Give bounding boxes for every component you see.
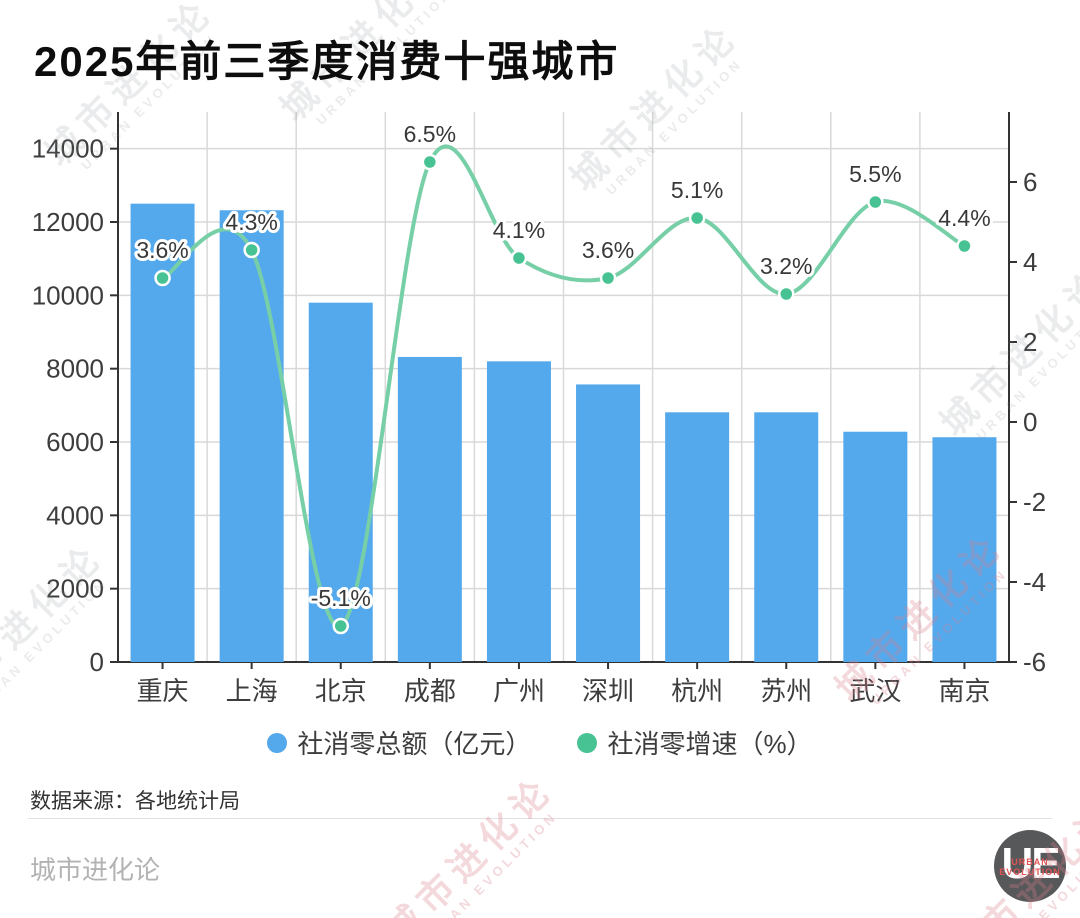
data-point-marker-重庆 [154, 269, 171, 287]
growth-data-label: 4.1% [493, 217, 545, 243]
data-point-marker-南京 [956, 237, 973, 255]
chart-title: 2025年前三季度消费十强城市 [34, 38, 620, 85]
growth-data-label: 5.1% [671, 177, 723, 203]
right-axis-tick-label: -4 [1023, 567, 1046, 597]
bar-苏州 [754, 412, 819, 662]
growth-data-label: 6.5% [404, 121, 456, 147]
x-axis-category-label: 苏州 [760, 676, 812, 706]
data-point-marker-深圳 [599, 269, 617, 287]
data-source-note: 数据来源：各地统计局 [30, 790, 240, 813]
x-axis-category-label: 广州 [493, 676, 545, 706]
data-point-marker-成都 [421, 153, 439, 171]
bar-series-marker-icon [267, 732, 288, 753]
data-point-marker-杭州 [688, 209, 706, 227]
bar-北京 [308, 302, 373, 662]
left-axis-tick-label: 2000 [46, 574, 104, 604]
legend-item-line-series: 社消零增速（%） [577, 724, 813, 761]
data-point-marker-广州 [510, 249, 528, 267]
legend-item-bar-series: 社消零总额（亿元） [267, 724, 531, 761]
growth-data-label: 3.6% [136, 237, 188, 263]
legend-label: 社消零增速（%） [607, 729, 813, 759]
x-axis-category-label: 杭州 [671, 676, 723, 706]
bar-成都 [397, 356, 462, 662]
left-axis-tick-label: 4000 [46, 500, 104, 530]
left-axis-tick-label: 12000 [32, 207, 104, 237]
growth-data-label: 4.3% [225, 209, 277, 235]
data-point-marker-北京 [332, 617, 349, 635]
bar-杭州 [665, 412, 730, 662]
footer-divider [28, 818, 1052, 819]
bar-广州 [486, 361, 551, 662]
growth-line-series [160, 144, 967, 629]
data-point-marker-武汉 [867, 193, 884, 211]
left-axis-tick-label: 10000 [32, 280, 104, 310]
legend: 社消零总额（亿元） 社消零增速（%） [0, 724, 1080, 761]
right-axis-tick-label: 6 [1023, 167, 1037, 197]
data-point-marker-苏州 [778, 285, 795, 303]
x-axis-category-label: 成都 [404, 676, 456, 706]
data-point-marker-上海 [243, 241, 260, 259]
logo-subtext: URBAN EVOLUTION [999, 857, 1061, 878]
left-axis-tick-label: 14000 [32, 134, 104, 164]
logo-letters: UE [1001, 839, 1060, 888]
x-axis-category-label: 北京 [315, 676, 367, 706]
legend-label: 社消零总额（亿元） [297, 729, 532, 759]
growth-data-label: 3.2% [760, 253, 812, 279]
bar-上海 [219, 210, 284, 662]
line-series-marker-icon [577, 732, 598, 753]
right-axis-tick-label: 0 [1023, 407, 1037, 437]
left-axis-tick-label: 0 [90, 647, 104, 677]
x-axis-category-label: 武汉 [849, 676, 901, 706]
x-axis-category-label: 南京 [938, 676, 990, 706]
growth-data-label: 3.6% [582, 237, 634, 263]
growth-data-label: 4.4% [938, 205, 990, 231]
right-axis-tick-label: -2 [1023, 487, 1046, 517]
left-axis-tick-label: 8000 [46, 354, 104, 384]
growth-data-label: 5.5% [849, 161, 901, 187]
bar-深圳 [576, 384, 641, 662]
right-axis-tick-label: 2 [1023, 327, 1037, 357]
right-axis-tick-label: 4 [1023, 247, 1037, 277]
left-axis-tick-label: 6000 [46, 427, 104, 457]
x-axis-category-label: 深圳 [582, 676, 634, 706]
growth-data-label: -5.1% [311, 585, 371, 611]
x-axis-category-label: 上海 [226, 676, 278, 706]
brand-name: 城市进化论 [30, 855, 161, 885]
bar-武汉 [843, 431, 908, 662]
ue-logo-icon: UE URBAN EVOLUTION [994, 830, 1066, 902]
x-axis-category-label: 重庆 [137, 676, 189, 706]
right-axis-tick-label: -6 [1023, 647, 1046, 677]
bar-南京 [932, 437, 997, 662]
